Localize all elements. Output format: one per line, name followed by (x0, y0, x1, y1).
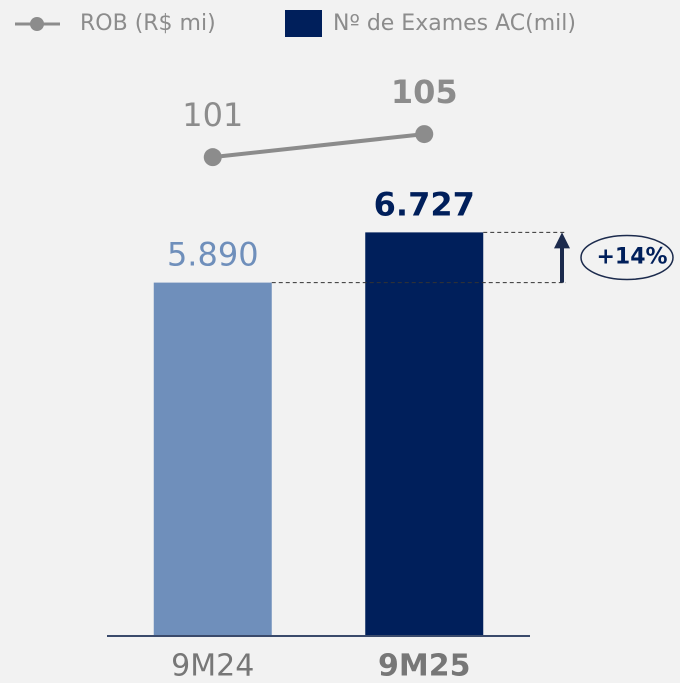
growth-arrowhead (554, 232, 570, 249)
line-value-label: 105 (391, 73, 458, 111)
annotation: +14% (596, 244, 667, 269)
line-value-label: 101 (182, 96, 243, 134)
bar (153, 282, 272, 636)
line-marker (203, 148, 222, 167)
bar (365, 232, 484, 636)
legend-bar-icon (285, 10, 322, 37)
x-tick-label: 9M25 (378, 649, 470, 683)
line-marker (415, 125, 434, 144)
bar-value-label: 6.727 (374, 185, 475, 223)
annotation-badge (580, 234, 674, 281)
x-tick-label: 9M24 (171, 649, 254, 683)
legend-label: Nº de Exames AC(mil) (333, 11, 576, 36)
legend-line-marker (30, 17, 44, 31)
bar-value-label: 5.890 (167, 236, 259, 274)
line (212, 132, 425, 160)
legend-label: ROB (R$ mi) (80, 11, 216, 36)
